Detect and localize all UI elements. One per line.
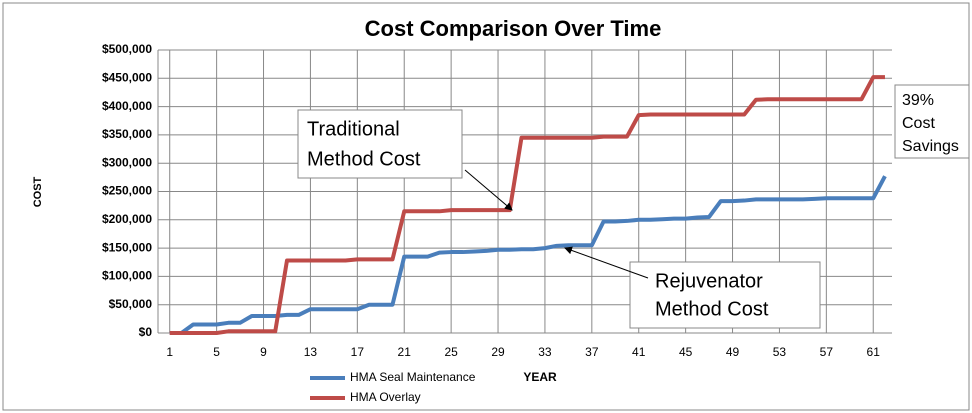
annotation-text: Method Cost: [655, 298, 769, 320]
chart-title: Cost Comparison Over Time: [365, 16, 662, 41]
annotation-text: Traditional: [307, 118, 400, 140]
series-line: [169, 75, 885, 335]
annotation-text: Rejuvenator: [655, 270, 763, 292]
y-tick-label: $400,000: [102, 99, 152, 113]
annotation-text: Savings: [902, 138, 959, 155]
x-tick-label: 33: [538, 345, 552, 359]
y-axis-label: COST: [32, 176, 44, 207]
y-tick-label: $200,000: [102, 212, 152, 226]
x-tick-label: 57: [820, 345, 834, 359]
x-tick-label: 1: [166, 345, 173, 359]
y-tick-label: $450,000: [102, 70, 152, 84]
y-tick-label: $250,000: [102, 184, 152, 198]
x-tick-label: 53: [773, 345, 787, 359]
annotations: Traditional Method Cost Rejuvenator Method …: [307, 92, 959, 320]
annotation-box: [894, 84, 970, 159]
annotation-arrow: [464, 169, 513, 211]
x-tick-label: 49: [726, 345, 740, 359]
x-tick-label: 5: [213, 345, 220, 359]
legend-label: HMA Overlay: [350, 390, 421, 404]
x-tick-label: 41: [632, 345, 646, 359]
annotation-text: Method Cost: [307, 148, 421, 170]
y-tick-label: $500,000: [102, 42, 152, 56]
y-tick-label: $300,000: [102, 155, 152, 169]
x-axis-label: YEAR: [523, 370, 557, 384]
x-tick-label: 37: [585, 345, 599, 359]
x-tick-label: 9: [260, 345, 267, 359]
annotation-arrow: [564, 246, 649, 279]
plot-area: $0 $50,000 $100,000 $150,000 $200,000 $250,00…: [102, 42, 892, 359]
x-tick-label: 61: [867, 345, 881, 359]
x-tick-label: 17: [351, 345, 365, 359]
y-tick-label: $150,000: [102, 240, 152, 254]
x-tick-label: 45: [679, 345, 693, 359]
annotation-text: 39%: [902, 92, 934, 109]
legend-label: HMA Seal Maintenance: [350, 370, 476, 384]
x-tick-label: 13: [304, 345, 318, 359]
annotation-box: [629, 261, 821, 329]
annotation-box: [297, 109, 463, 179]
series-line: [169, 175, 887, 335]
y-tick-label: $100,000: [102, 269, 152, 283]
annotation-text: Cost: [902, 115, 935, 132]
x-tick-label: 21: [398, 345, 412, 359]
x-tick-label: 25: [444, 345, 458, 359]
x-tick-label: 29: [491, 345, 505, 359]
y-tick-label: $50,000: [109, 297, 153, 311]
y-tick-label: $350,000: [102, 127, 152, 141]
y-tick-label: $0: [139, 325, 153, 339]
